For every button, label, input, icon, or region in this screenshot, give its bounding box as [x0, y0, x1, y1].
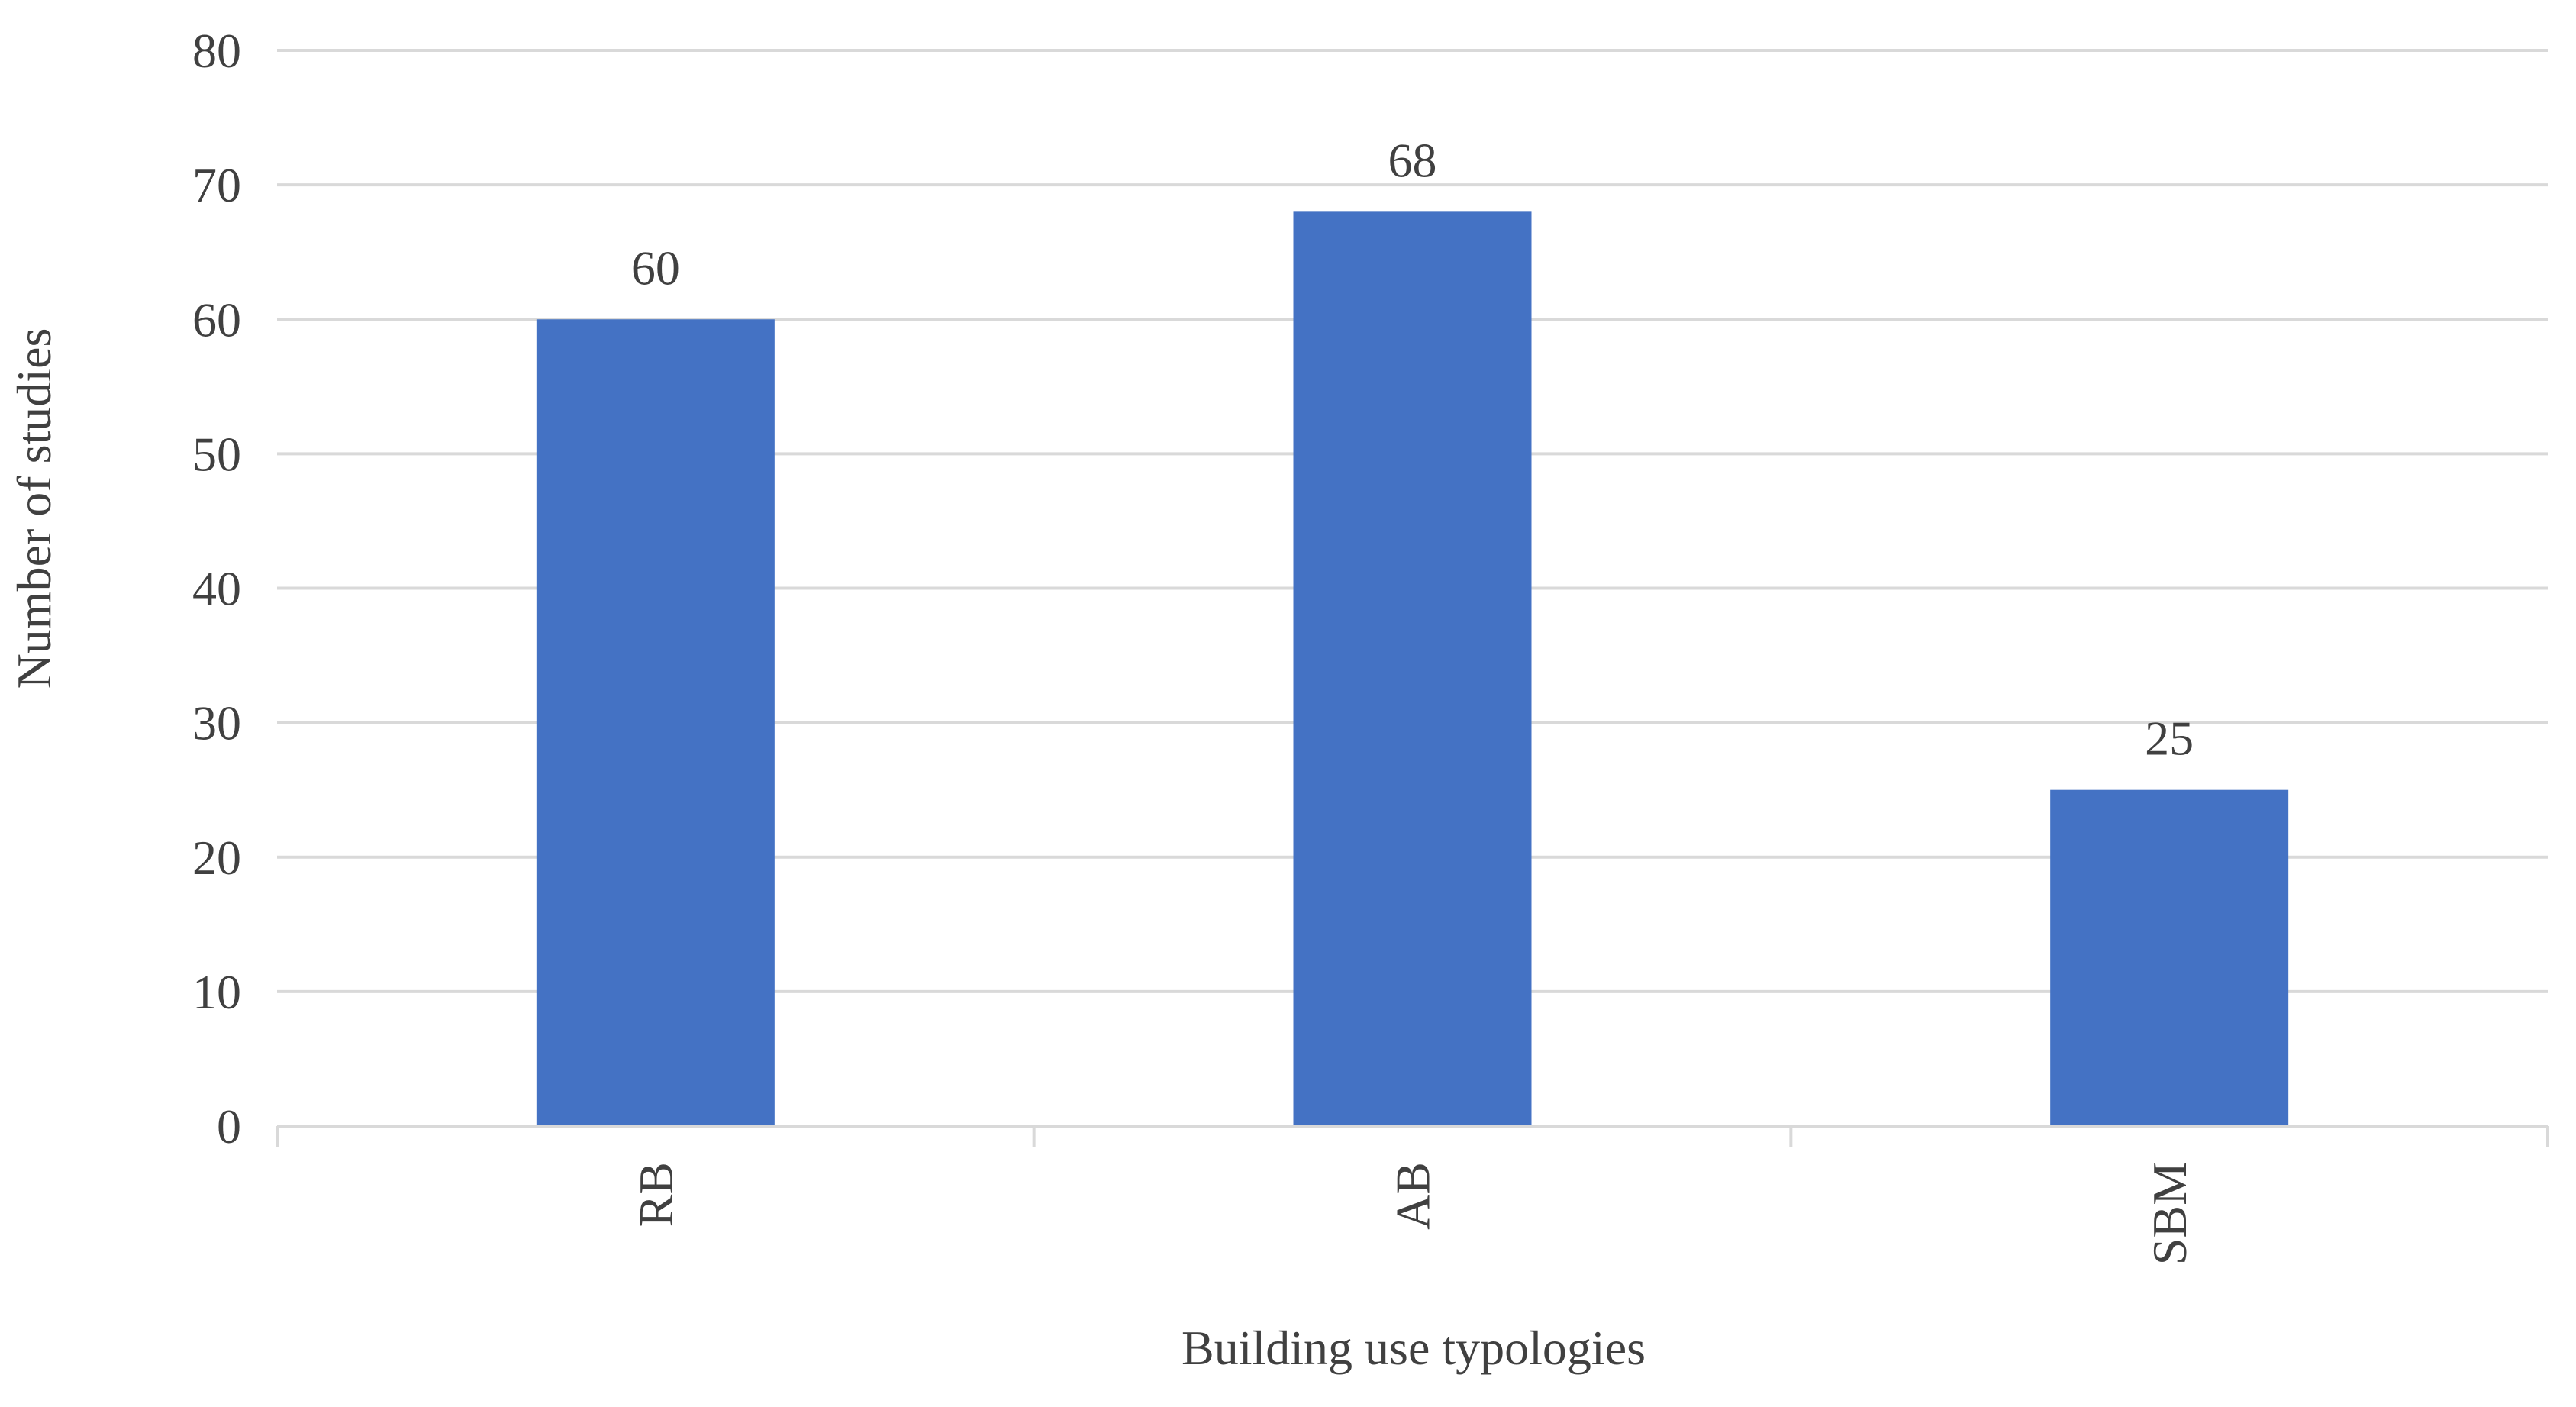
y-tick-label: 80 — [192, 24, 241, 78]
x-axis-tick-labels: RB AB SBM — [629, 1162, 2197, 1265]
bar-ab — [1293, 211, 1532, 1127]
y-tick-label: 70 — [192, 158, 241, 212]
y-tick-label: 10 — [192, 965, 241, 1019]
x-axis-title: Building use typologies — [1182, 1321, 1646, 1375]
bar-sbm — [2050, 789, 2289, 1126]
x-tick-label: SBM — [2142, 1162, 2197, 1265]
bars — [536, 211, 2289, 1127]
x-axis — [276, 1125, 2549, 1147]
data-label: 60 — [631, 240, 680, 295]
x-tick-label: AB — [1386, 1162, 1440, 1230]
y-tick-label: 30 — [192, 696, 241, 750]
data-labels: 60 68 25 — [631, 133, 2194, 765]
y-tick-label: 0 — [217, 1099, 241, 1154]
y-axis-title: Number of studies — [7, 328, 61, 689]
y-tick-label: 50 — [192, 427, 241, 481]
data-label: 25 — [2145, 712, 2194, 766]
bar-rb — [536, 319, 775, 1126]
y-tick-label: 20 — [192, 831, 241, 885]
data-label: 68 — [1388, 133, 1437, 187]
y-tick-label: 40 — [192, 562, 241, 616]
y-axis-tick-labels: 0 10 20 30 40 50 60 70 80 — [192, 24, 241, 1154]
y-tick-label: 60 — [192, 292, 241, 347]
x-tick-label: RB — [629, 1162, 683, 1227]
